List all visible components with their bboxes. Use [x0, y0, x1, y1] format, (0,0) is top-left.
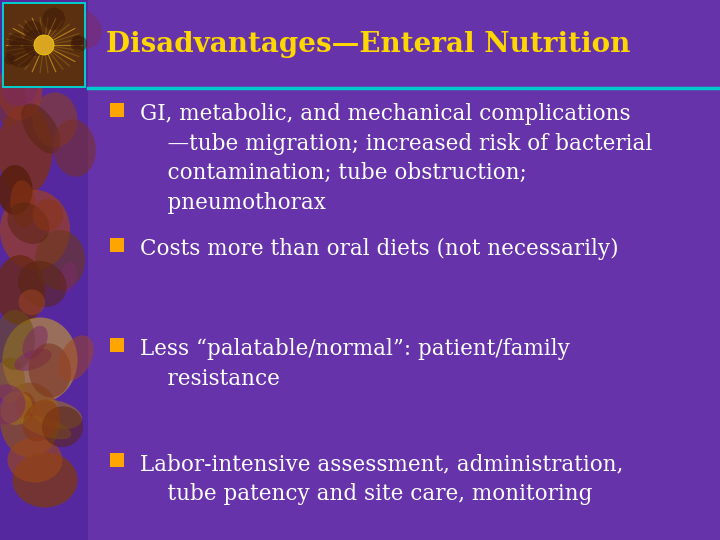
FancyBboxPatch shape [4, 4, 84, 86]
Ellipse shape [22, 400, 60, 442]
Ellipse shape [14, 349, 52, 371]
Ellipse shape [0, 165, 32, 215]
Ellipse shape [22, 416, 71, 440]
Ellipse shape [12, 17, 52, 56]
Ellipse shape [0, 382, 60, 457]
Text: Labor-intensive assessment, administration,
    tube patency and site care, moni: Labor-intensive assessment, administrati… [140, 453, 624, 505]
Ellipse shape [42, 406, 84, 447]
Ellipse shape [12, 453, 78, 508]
Ellipse shape [0, 105, 53, 195]
Ellipse shape [5, 3, 45, 37]
Text: Costs more than oral diets (not necessarily): Costs more than oral diets (not necessar… [140, 238, 618, 260]
FancyBboxPatch shape [2, 2, 86, 88]
Circle shape [34, 35, 54, 55]
Text: Disadvantages—Enteral Nutrition: Disadvantages—Enteral Nutrition [106, 30, 631, 57]
Ellipse shape [22, 326, 48, 359]
Circle shape [9, 33, 23, 48]
Ellipse shape [31, 400, 82, 429]
Ellipse shape [58, 262, 77, 293]
Text: Less “palatable/normal”: patient/family
    resistance: Less “palatable/normal”: patient/family … [140, 338, 570, 390]
Ellipse shape [20, 15, 66, 36]
Ellipse shape [0, 60, 42, 120]
FancyBboxPatch shape [110, 103, 124, 117]
Circle shape [71, 36, 87, 52]
Circle shape [71, 36, 83, 47]
Ellipse shape [18, 261, 67, 307]
Ellipse shape [0, 190, 70, 270]
Circle shape [23, 30, 49, 56]
Ellipse shape [1, 69, 37, 106]
Ellipse shape [19, 289, 45, 315]
Ellipse shape [15, 392, 36, 422]
Circle shape [4, 54, 15, 65]
Ellipse shape [22, 104, 60, 153]
Circle shape [42, 8, 65, 30]
Ellipse shape [58, 335, 94, 381]
Ellipse shape [31, 50, 60, 77]
FancyBboxPatch shape [110, 238, 124, 252]
Ellipse shape [58, 9, 102, 49]
Ellipse shape [20, 30, 80, 70]
Ellipse shape [0, 392, 32, 425]
Ellipse shape [0, 357, 25, 402]
FancyBboxPatch shape [110, 453, 124, 467]
Ellipse shape [7, 202, 50, 244]
Ellipse shape [53, 119, 96, 177]
Ellipse shape [0, 384, 25, 424]
Ellipse shape [0, 310, 35, 370]
Ellipse shape [35, 230, 85, 290]
Ellipse shape [0, 77, 26, 126]
Ellipse shape [2, 318, 78, 402]
FancyBboxPatch shape [110, 338, 124, 352]
Ellipse shape [32, 92, 78, 147]
Circle shape [6, 38, 35, 68]
Ellipse shape [29, 343, 71, 397]
Ellipse shape [32, 199, 63, 231]
Ellipse shape [10, 180, 36, 227]
FancyBboxPatch shape [0, 0, 88, 540]
Ellipse shape [7, 437, 63, 483]
Circle shape [24, 21, 42, 40]
Text: GI, metabolic, and mechanical complications
    —tube migration; increased risk : GI, metabolic, and mechanical complicati… [140, 103, 652, 214]
Ellipse shape [0, 255, 45, 325]
